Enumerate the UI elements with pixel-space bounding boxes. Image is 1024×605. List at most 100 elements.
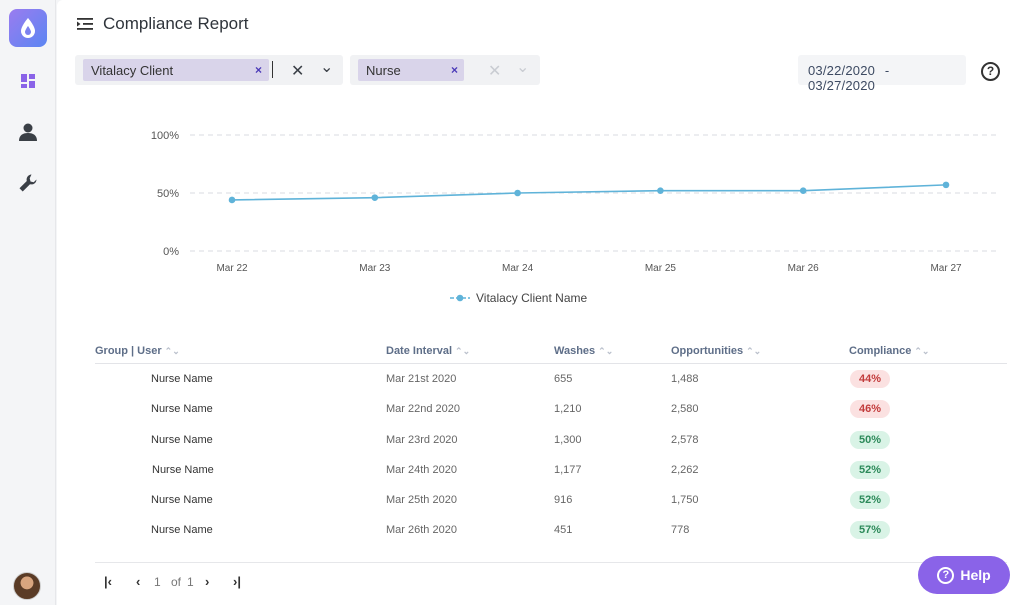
cell-user: Nurse Name — [151, 433, 213, 446]
last-page-icon[interactable]: ›| — [233, 574, 241, 589]
role-chip-remove-icon[interactable]: × — [451, 63, 459, 77]
first-page-icon[interactable]: |‹ — [104, 574, 112, 589]
column-header-compliance-label: Compliance — [849, 345, 912, 357]
sort-icon: ⌃⌄ — [455, 346, 471, 356]
cell-date: Mar 26th 2020 — [386, 524, 457, 537]
droplet-icon — [21, 18, 35, 38]
role-clear-icon[interactable]: ✕ — [488, 63, 502, 80]
x-tick-label: Mar 23 — [359, 263, 391, 274]
table-body: Nurse Name Mar 21st 2020 655 1,488 44% N… — [95, 364, 1007, 546]
column-header-opportunities-label: Opportunities — [671, 345, 744, 357]
total-pages: 1 — [187, 575, 194, 589]
cell-user: Nurse Name — [151, 524, 213, 537]
sort-icon: ⌃⌄ — [914, 346, 930, 356]
x-tick-label: Mar 25 — [645, 263, 677, 274]
compliance-badge: 52% — [850, 460, 891, 479]
cell-opportunities: 2,262 — [671, 463, 699, 476]
sort-icon: ⌃⌄ — [746, 346, 762, 356]
date-separator: - — [884, 63, 890, 78]
cell-user: Nurse Name — [151, 403, 213, 416]
user-avatar[interactable] — [13, 572, 41, 600]
table-row[interactable]: Nurse Name Mar 21st 2020 655 1,488 44% — [95, 364, 1007, 394]
cell-opportunities: 2,578 — [671, 433, 699, 446]
current-page: 1 — [154, 575, 161, 589]
help-button-label: Help — [960, 567, 991, 583]
page-title: Compliance Report — [103, 14, 249, 33]
help-question-icon[interactable]: ? — [981, 62, 1000, 81]
cell-opportunities: 2,580 — [671, 403, 699, 416]
text-cursor — [272, 61, 273, 78]
cell-date: Mar 21st 2020 — [386, 373, 457, 385]
cell-washes: 1,300 — [554, 433, 582, 446]
column-header-compliance[interactable]: Compliance ⌃⌄ — [849, 345, 929, 357]
page-of-label: of — [171, 575, 182, 589]
y-tick-label: 50% — [157, 188, 179, 200]
table-row[interactable]: Nurse Name Mar 23rd 2020 1,300 2,578 50% — [95, 425, 1007, 455]
cell-washes: 451 — [554, 524, 573, 537]
sort-icon: ⌃⌄ — [598, 346, 614, 356]
y-tick-label: 0% — [163, 246, 179, 258]
help-button[interactable]: ? Help — [918, 556, 1010, 594]
nav-dashboard[interactable] — [16, 69, 40, 93]
x-tick-label: Mar 24 — [502, 263, 534, 274]
x-tick-label: Mar 27 — [930, 263, 962, 274]
cell-washes: 1,210 — [554, 403, 582, 416]
compliance-badge: 52% — [850, 491, 891, 510]
prev-page-icon[interactable]: ‹ — [136, 574, 141, 589]
menu-collapse-icon[interactable] — [77, 17, 93, 31]
legend-label: Vitalacy Client Name — [476, 291, 588, 305]
compliance-badge: 46% — [850, 400, 891, 419]
table-row[interactable]: Nurse Name Mar 25th 2020 916 1,750 52% — [95, 485, 1007, 515]
help-icon: ? — [937, 566, 955, 584]
cell-date: Mar 24th 2020 — [386, 463, 457, 476]
main-panel: Compliance Report Vitalacy Client × ✕ ⌄ … — [57, 0, 1024, 605]
page-header: Compliance Report — [77, 14, 249, 34]
column-header-date-label: Date Interval — [386, 345, 453, 357]
cell-user: Nurse Name — [152, 463, 214, 476]
compliance-line-chart: 100% 50% 0% Mar 22 Mar 23 Mar 24 Mar 25 Mar 26 M… — [151, 130, 997, 274]
cell-date: Mar 25th 2020 — [386, 494, 457, 507]
data-point — [514, 189, 521, 197]
y-tick-label: 100% — [151, 130, 179, 142]
sidebar — [0, 0, 56, 605]
cell-opportunities: 778 — [671, 524, 690, 537]
x-tick-label: Mar 22 — [216, 263, 248, 274]
x-tick-label: Mar 26 — [788, 263, 820, 274]
cell-washes: 916 — [554, 494, 573, 507]
wrench-icon — [19, 174, 37, 192]
compliance-badge: 57% — [850, 521, 891, 540]
chart-legend[interactable]: Vitalacy Client Name — [450, 291, 587, 305]
client-dropdown-chevron-icon[interactable]: ⌄ — [320, 59, 334, 76]
nav-users[interactable] — [16, 120, 40, 144]
date-start: 03/22/2020 — [808, 63, 876, 78]
client-chip-remove-icon[interactable]: × — [255, 63, 263, 77]
user-icon — [19, 123, 37, 141]
client-clear-icon[interactable]: ✕ — [291, 63, 305, 80]
role-dropdown-chevron-icon[interactable]: ⌄ — [516, 59, 530, 76]
column-header-date[interactable]: Date Interval ⌃⌄ — [386, 345, 470, 357]
data-point — [942, 181, 950, 189]
data-point — [657, 187, 664, 194]
table-row[interactable]: Nurse Name Mar 24th 2020 1,177 2,262 52% — [95, 455, 1007, 485]
data-point — [228, 196, 236, 204]
cell-user: Nurse Name — [151, 373, 213, 385]
column-header-opportunities[interactable]: Opportunities ⌃⌄ — [671, 345, 761, 357]
dashboard-icon — [21, 74, 35, 88]
app-logo[interactable] — [9, 9, 47, 47]
next-page-icon[interactable]: › — [205, 574, 210, 589]
pagination: |‹ ‹ 1 of 1 › ›| — [95, 562, 1007, 600]
nav-settings[interactable] — [16, 171, 40, 195]
client-select[interactable]: Vitalacy Client × ✕ ⌄ — [75, 55, 343, 85]
data-point — [799, 187, 807, 194]
cell-washes: 1,177 — [554, 463, 582, 476]
compliance-badge: 44% — [850, 370, 891, 388]
sort-icon: ⌃⌄ — [164, 346, 180, 356]
column-header-group[interactable]: Group | User ⌃⌄ — [95, 345, 180, 357]
column-header-washes[interactable]: Washes ⌃⌄ — [554, 345, 613, 357]
date-range-picker[interactable]: 03/22/2020 - 03/27/2020 — [798, 55, 966, 93]
role-select[interactable]: Nurse × ✕ ⌄ — [350, 55, 540, 85]
compliance-table: Group | User ⌃⌄ Date Interval ⌃⌄ Washes ⌃⌄ … — [95, 340, 1007, 546]
table-row[interactable]: Nurse Name Mar 26th 2020 451 778 57% — [95, 515, 1007, 545]
table-row[interactable]: Nurse Name Mar 22nd 2020 1,210 2,580 46% — [95, 394, 1007, 424]
series-line — [231, 184, 947, 201]
